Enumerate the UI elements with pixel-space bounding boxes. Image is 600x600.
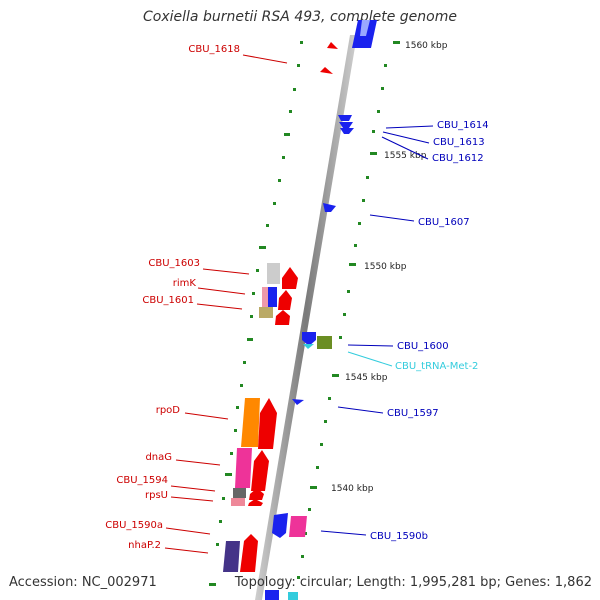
genome-backbone xyxy=(255,35,357,600)
label-rimk: rimK xyxy=(173,278,197,289)
label-cbu-trna-met-2: CBU_tRNA-Met-2 xyxy=(395,361,478,372)
label-cbu-1590b: CBU_1590b xyxy=(370,531,428,542)
label-cbu-1614: CBU_1614 xyxy=(437,120,489,131)
gene-arrow-cbu-1613 xyxy=(339,122,353,128)
gene-arrow-cbu-1601 xyxy=(275,310,290,325)
label-cbu-1618: CBU_1618 xyxy=(188,44,240,55)
gene-block-olive xyxy=(317,336,332,349)
map-title: Coxiella burnetii RSA 493, complete geno… xyxy=(143,9,457,25)
label-nhap2: nhaP.2 xyxy=(128,540,161,551)
gene-block-bottom-b xyxy=(288,592,298,600)
gene-arrow-cbu-1607 xyxy=(323,203,336,212)
label-dnag: dnaG xyxy=(145,452,172,463)
reverse-features xyxy=(223,42,338,572)
label-cbu-1597: CBU_1597 xyxy=(387,408,439,419)
gene-arrow-cbu-1603 xyxy=(282,267,298,289)
gene-block-bottom-a xyxy=(265,590,279,600)
gene-arrow-rpod xyxy=(258,398,277,449)
label-cbu-1607: CBU_1607 xyxy=(418,217,470,228)
scale-label-1540: 1540 kbp xyxy=(331,484,374,494)
gene-block-nhap2 xyxy=(223,541,240,572)
gene-arrow-cbu-1594 xyxy=(249,488,264,500)
label-cbu-1612: CBU_1612 xyxy=(432,153,484,164)
gene-arrow-trna-met xyxy=(303,344,314,349)
scale-label-1545: 1545 kbp xyxy=(345,373,388,383)
gene-block-rimk-b xyxy=(268,287,277,307)
gene-arrow-dnag xyxy=(251,450,269,491)
gene-arrow-cbu-1618-b xyxy=(320,67,333,74)
gene-block-rpod xyxy=(241,398,260,447)
gene-block-cbu-1603 xyxy=(267,263,280,284)
gene-arrow-cbu-1600 xyxy=(302,332,316,346)
label-rpsu: rpsU xyxy=(145,490,168,501)
scale-label-1560: 1560 kbp xyxy=(405,41,448,51)
gene-block-cbu-1590b xyxy=(272,513,288,538)
gene-arrow-cbu-1614 xyxy=(338,115,352,121)
gene-arrow-cbu-1597 xyxy=(292,399,304,405)
scale-label-1550: 1550 kbp xyxy=(364,262,407,272)
gene-block-cbu-1594 xyxy=(233,488,246,498)
label-cbu-1613: CBU_1613 xyxy=(433,137,485,148)
gene-arrow-rpsu xyxy=(248,499,263,506)
gene-block-rpsu xyxy=(231,498,245,506)
scale-ticks xyxy=(209,41,400,586)
gene-block-magenta xyxy=(289,516,307,537)
label-rpod: rpoD xyxy=(156,405,181,416)
accession-text: Accession: NC_002971 xyxy=(9,575,157,590)
gene-arrow-cbu-1618-a xyxy=(327,42,338,49)
label-cbu-1601: CBU_1601 xyxy=(142,295,194,306)
label-cbu-1590a: CBU_1590a xyxy=(105,520,163,531)
gene-block-rimk-a xyxy=(262,287,270,307)
gene-block-cbu-1601 xyxy=(259,307,273,318)
label-connectors xyxy=(164,54,434,554)
label-cbu-1600: CBU_1600 xyxy=(397,341,449,352)
gene-arrow-rimk xyxy=(278,290,292,310)
gene-arrow-nhap2 xyxy=(240,534,258,572)
forward-features xyxy=(265,20,377,600)
topology-text: Topology: circular; Length: 1,995,281 bp… xyxy=(234,575,592,590)
gene-block-dnag xyxy=(235,448,252,488)
gene-arrow-cbu-1612 xyxy=(340,128,354,134)
scale-label-1555: 1555 kbp xyxy=(384,151,427,161)
label-cbu-1594: CBU_1594 xyxy=(116,475,168,486)
label-cbu-1603: CBU_1603 xyxy=(148,258,200,269)
